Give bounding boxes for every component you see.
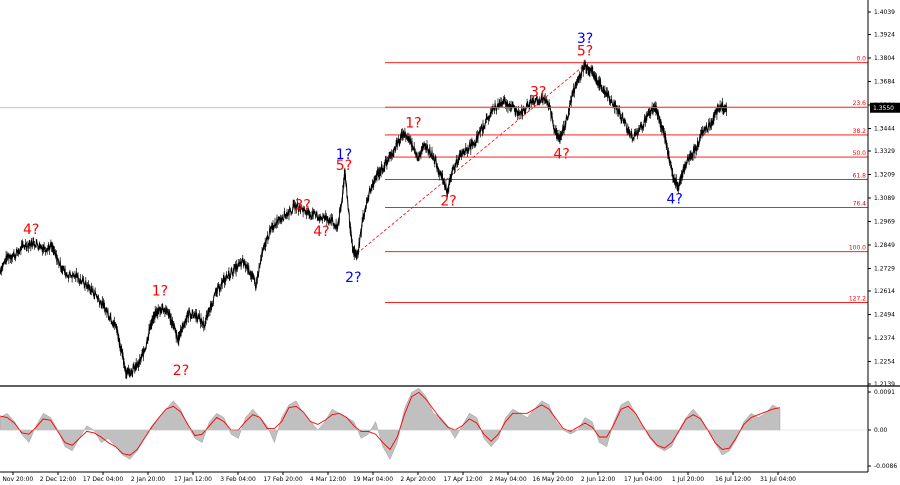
trend-line <box>353 64 586 257</box>
wave-label: 1? <box>405 115 421 131</box>
wave-label: 2? <box>173 363 189 379</box>
x-tick-label: 2 Apr 20:00 <box>400 476 435 483</box>
y-tick-label: 1.2614 <box>874 288 895 295</box>
y-tick-label: 1.2849 <box>874 242 895 249</box>
x-tick-label: 4 Mar 12:00 <box>310 476 346 483</box>
x-tick-label: 16 May 20:00 <box>532 476 573 483</box>
y-tick-label: 1.3684 <box>874 79 895 86</box>
wave-label: 4? <box>553 147 569 163</box>
y-tick-label: 1.2969 <box>874 218 895 225</box>
fib-level-label: 61.8 <box>853 173 867 180</box>
x-tick-label: 1 Jul 20:00 <box>672 476 704 483</box>
fib-level-label: 127.2 <box>849 296 866 303</box>
time-axis: 19 Nov 20:00 2 Dec 12:00 17 Dec 04:00 2 Jan… <box>0 472 796 483</box>
wave-label: 4? <box>23 222 39 238</box>
wave-label: 2? <box>440 194 456 210</box>
fib-level-label: 76.4 <box>853 201 867 208</box>
wave-label: 3? <box>294 198 310 214</box>
wave-labels: 4?1?2?3?4?1?5?2?1?2?3?4?3?5?4? <box>23 31 683 379</box>
x-tick-label: 17 Dec 04:00 <box>83 476 124 483</box>
current-price-label: 1.3550 <box>873 105 894 112</box>
y-tick-label: 1.3329 <box>874 148 895 155</box>
osc-histogram <box>0 387 781 460</box>
fib-level-label: 100.0 <box>849 245 866 252</box>
price-axis: 1.40391.39241.38041.36841.35641.34441.33… <box>0 0 900 473</box>
y-tick-label: 1.3089 <box>874 195 895 202</box>
x-tick-label: 19 Nov 20:00 <box>0 476 33 483</box>
y-tick-label: 1.2494 <box>874 311 895 318</box>
fib-level-label: 0.0 <box>856 56 866 63</box>
y-tick-label: 1.2254 <box>874 358 895 365</box>
wave-label: 2? <box>345 270 361 286</box>
x-tick-label: 17 Jun 04:00 <box>624 476 662 483</box>
x-tick-label: 16 Jul 12:00 <box>715 476 751 483</box>
y-tick-label: 1.3209 <box>874 172 895 179</box>
wave-label: 5? <box>577 43 593 59</box>
wave-label: 3? <box>530 84 546 100</box>
y-tick-label: 1.3924 <box>874 32 895 39</box>
x-tick-label: 3 Feb 04:00 <box>220 476 256 483</box>
oscillator-panel: 0.0091 0.00 -0.0086 <box>0 387 897 470</box>
y-tick-label: 1.2729 <box>874 265 895 272</box>
osc-tick-label: 0.00 <box>874 427 888 434</box>
x-tick-label: 31 Jul 04:00 <box>760 476 796 483</box>
x-tick-label: 2 Jun 12:00 <box>581 476 615 483</box>
y-tick-label: 1.2139 <box>874 381 895 388</box>
x-tick-label: 19 Mar 04:00 <box>353 476 393 483</box>
trend-dashed-line <box>353 64 586 257</box>
y-tick-label: 1.4039 <box>874 9 895 16</box>
fib-level-label: 50.0 <box>853 150 867 157</box>
osc-tick-label: 0.0091 <box>874 389 895 396</box>
wave-label: 5? <box>336 158 352 174</box>
price-line <box>0 62 728 376</box>
wave-label: 1? <box>336 147 352 163</box>
x-tick-label: 2 Dec 12:00 <box>40 476 77 483</box>
x-tick-label: 2 Jan 20:00 <box>131 476 165 483</box>
y-tick-label: 1.3444 <box>874 125 895 132</box>
osc-signal-line <box>0 391 781 456</box>
y-tick-label: 1.2374 <box>874 335 895 342</box>
y-tick-label: 1.3804 <box>874 55 895 62</box>
x-tick-label: 17 Feb 20:00 <box>263 476 303 483</box>
x-tick-label: 17 Apr 12:00 <box>443 476 482 483</box>
fib-level-label: 23.6 <box>853 100 867 107</box>
wave-label: 1? <box>152 284 168 300</box>
current-price-badge <box>870 102 900 113</box>
x-tick-label: 17 Jan 12:00 <box>174 476 212 483</box>
wave-label: 3? <box>577 31 593 47</box>
x-tick-label: 2 May 04:00 <box>489 476 527 483</box>
fibonacci-levels: 0.0 23.6 38.2 50.0 61.8 76.4 100.0 127.2 <box>385 56 868 304</box>
wave-label: 4? <box>313 224 329 240</box>
wave-label: 4? <box>667 192 683 208</box>
fib-level-label: 38.2 <box>853 128 867 135</box>
osc-tick-label: -0.0086 <box>874 463 897 470</box>
